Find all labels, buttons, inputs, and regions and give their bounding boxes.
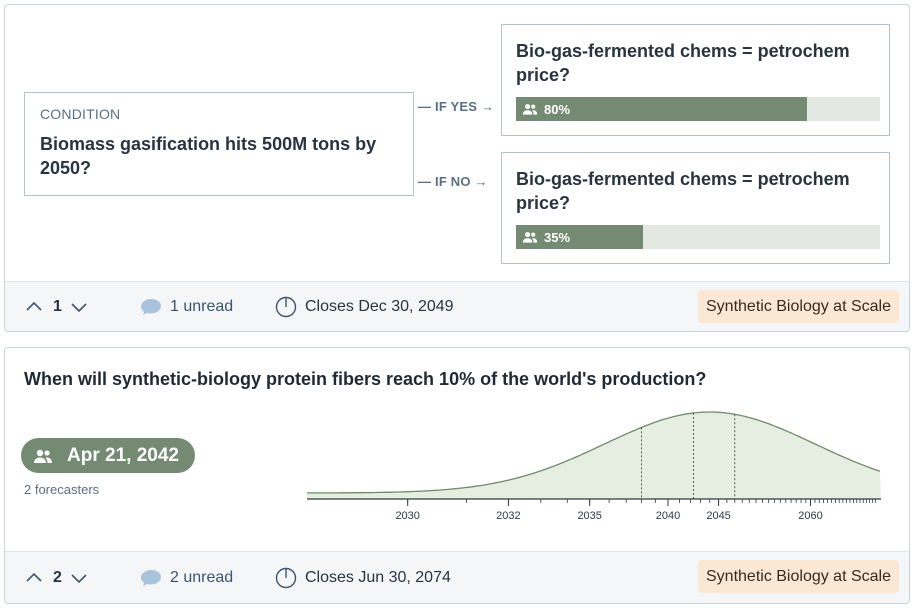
x-tick-label: 2060	[798, 510, 822, 522]
clock-icon	[275, 296, 297, 317]
if-no-label: — IF NO →	[418, 174, 488, 189]
close-date: Closes Jun 30, 2074	[275, 567, 451, 589]
question-title[interactable]: When will synthetic-biology protein fibe…	[24, 369, 707, 389]
if-yes-label: — IF YES →	[418, 99, 495, 114]
comment-bubble-icon	[141, 569, 161, 586]
comments-link[interactable]: 2 unread	[140, 569, 275, 587]
outcome-question: Bio-gas-fermented chems = petrochem pric…	[516, 169, 850, 213]
probability-bar: 35%	[516, 225, 880, 249]
probability-bar: 80%	[516, 97, 880, 121]
probability-bar-fill	[516, 225, 644, 249]
users-icon	[522, 104, 538, 115]
outcome-if-no[interactable]: Bio-gas-fermented chems = petrochem pric…	[501, 152, 890, 264]
probability-label: 80%	[522, 97, 570, 121]
probability-label: 35%	[522, 225, 570, 249]
vote-control: 2	[25, 569, 120, 587]
card-footer: 2 2 unread Closes Jun 30, 2074 Synthetic…	[5, 551, 909, 603]
vote-count: 2	[53, 568, 62, 586]
prediction-pill: Apr 21, 2042	[21, 438, 195, 473]
x-tick-label: 2030	[395, 510, 419, 522]
prediction-date: Apr 21, 2042	[67, 444, 179, 466]
forecasters-count: 2 forecasters	[24, 482, 100, 497]
close-date: Closes Dec 30, 2049	[275, 296, 454, 318]
downvote-chevron-icon[interactable]	[70, 298, 88, 316]
downvote-chevron-icon[interactable]	[70, 569, 88, 587]
date-question-card[interactable]: When will synthetic-biology protein fibe…	[4, 347, 910, 604]
forecast-distribution-chart: 2030 2032 2035 2040 2045 2060	[307, 411, 881, 522]
upvote-chevron-icon[interactable]	[25, 298, 43, 316]
clock-icon	[275, 567, 297, 588]
closes-text: Closes Jun 30, 2074	[305, 568, 451, 586]
outcome-question: Bio-gas-fermented chems = petrochem pric…	[516, 41, 850, 85]
outcome-if-yes[interactable]: Bio-gas-fermented chems = petrochem pric…	[501, 24, 890, 136]
users-icon	[522, 232, 538, 243]
card-footer: 1 1 unread Closes Dec 30, 2049 Synthetic…	[5, 281, 909, 331]
comment-bubble-icon	[141, 298, 161, 315]
x-tick-label: 2032	[496, 510, 520, 522]
condition-question[interactable]: Biomass gasification hits 500M tons by 2…	[40, 134, 377, 178]
conditional-question-card[interactable]: CONDITION Biomass gasification hits 500M…	[4, 4, 910, 332]
closes-text: Closes Dec 30, 2049	[305, 297, 454, 315]
probability-text: 35%	[544, 229, 571, 245]
condition-box[interactable]: CONDITION Biomass gasification hits 500M…	[24, 92, 414, 196]
distribution-area	[307, 412, 881, 499]
vote-control: 1	[25, 298, 120, 316]
probability-text: 80%	[544, 101, 571, 117]
upvote-chevron-icon[interactable]	[25, 569, 43, 587]
x-tick-label: 2035	[577, 510, 601, 522]
unread-comments: 2 unread	[170, 568, 234, 586]
category-tag[interactable]: Synthetic Biology at Scale	[698, 560, 899, 593]
unread-comments: 1 unread	[170, 297, 234, 315]
condition-label: CONDITION	[40, 106, 121, 122]
distribution-line	[307, 411, 881, 494]
x-tick-label: 2040	[656, 510, 680, 522]
category-tag[interactable]: Synthetic Biology at Scale	[698, 290, 899, 323]
comments-link[interactable]: 1 unread	[140, 298, 275, 316]
users-icon	[34, 449, 52, 463]
vote-count: 1	[53, 297, 62, 315]
x-tick-label: 2045	[706, 510, 730, 522]
probability-bar-fill	[516, 97, 808, 121]
